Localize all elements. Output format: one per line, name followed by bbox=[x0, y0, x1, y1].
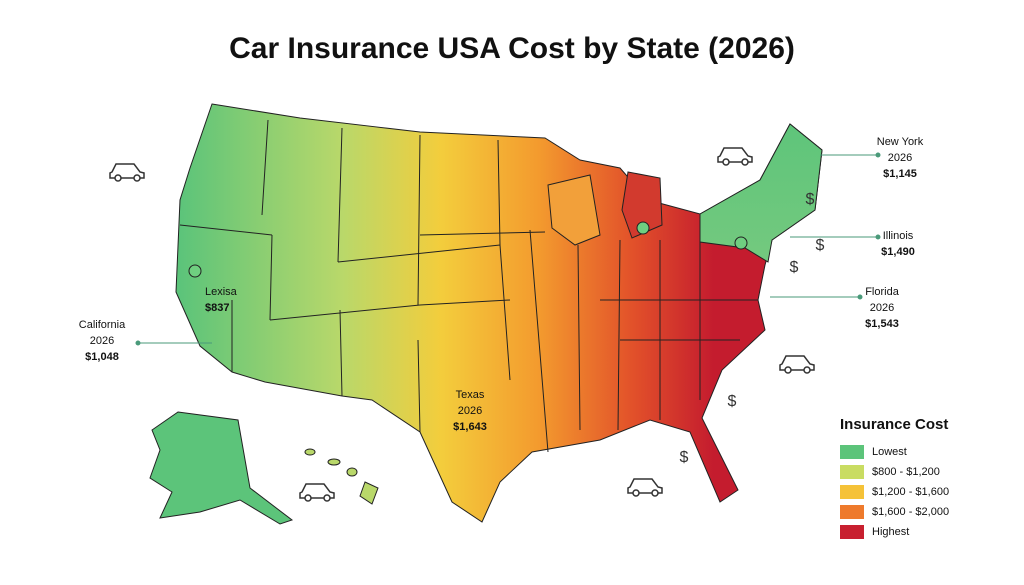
leader-lines bbox=[135, 152, 881, 346]
hawaii bbox=[304, 448, 379, 505]
legend-label: Lowest bbox=[872, 446, 907, 458]
alaska bbox=[149, 411, 294, 525]
annotation-line: $837 bbox=[205, 302, 229, 314]
dollar-sign: $ bbox=[816, 237, 825, 254]
legend-label: Highest bbox=[872, 526, 909, 538]
legend-swatch bbox=[840, 465, 864, 479]
annotation-line: $1,643 bbox=[453, 421, 487, 433]
legend-swatch bbox=[840, 525, 864, 539]
legend-label: $1,200 - $1,600 bbox=[872, 486, 949, 498]
annotation-line: 2026 bbox=[90, 335, 114, 347]
annotation-line: California bbox=[79, 319, 126, 331]
legend-swatch bbox=[840, 505, 864, 519]
legend-swatch bbox=[840, 445, 864, 459]
annotation-line: 2026 bbox=[458, 405, 482, 417]
legend-label: $1,600 - $2,000 bbox=[872, 506, 949, 518]
annotation-line: $1,048 bbox=[85, 351, 119, 363]
annotation-line: Illinois bbox=[883, 230, 914, 242]
legend-swatch bbox=[840, 485, 864, 499]
dollar-sign: $ bbox=[806, 191, 815, 208]
legend-title: Insurance Cost bbox=[840, 416, 948, 433]
annotation-line: $1,145 bbox=[883, 168, 917, 180]
annotation-line: 2026 bbox=[870, 302, 894, 314]
dollar-sign: $ bbox=[790, 259, 799, 276]
title: Car Insurance USA Cost by State (2026) bbox=[229, 32, 795, 65]
annotation-line: $1,543 bbox=[865, 318, 899, 330]
dollar-sign: $ bbox=[728, 393, 737, 410]
us-map bbox=[175, 103, 823, 523]
car-icons bbox=[109, 147, 815, 502]
annotation-line: Florida bbox=[865, 286, 900, 298]
annotation-line: Texas bbox=[456, 389, 485, 401]
markers bbox=[188, 221, 748, 278]
annotation-line: New York bbox=[877, 136, 924, 148]
annotation-line: Lexisa bbox=[205, 286, 238, 298]
annotation-line: $1,490 bbox=[881, 246, 915, 258]
legend-label: $800 - $1,200 bbox=[872, 466, 940, 478]
dollar-sign: $ bbox=[680, 449, 689, 466]
annotation-line: 2026 bbox=[888, 152, 912, 164]
